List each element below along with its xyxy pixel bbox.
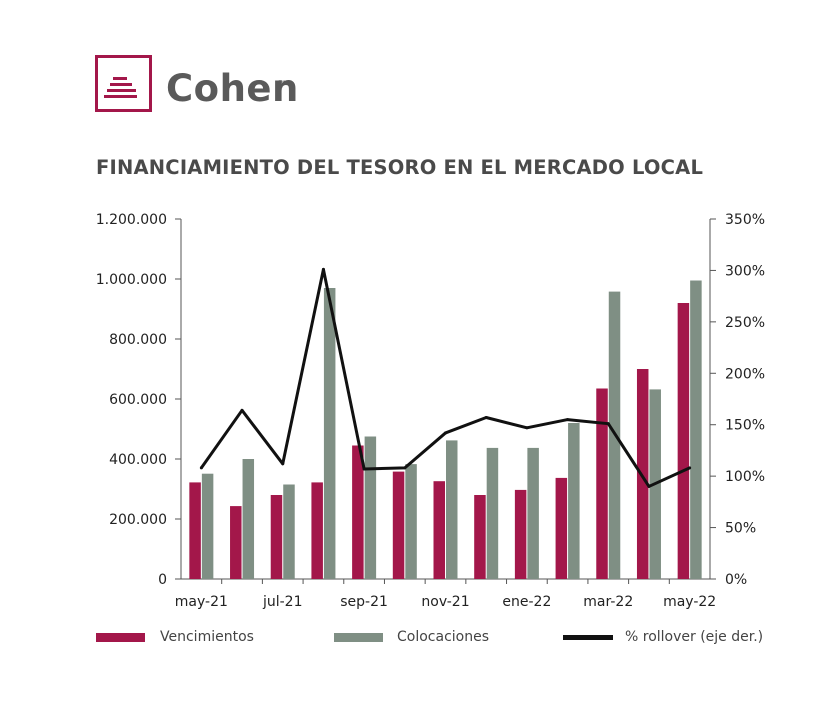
bar-colocaciones — [486, 447, 499, 579]
brand-trademark: ™ — [278, 80, 285, 87]
point-rollover — [444, 431, 447, 435]
bar-vencimientos — [596, 388, 608, 579]
bar-vencimientos — [392, 471, 405, 579]
point-rollover — [484, 416, 488, 420]
legend: Vencimientos Colocaciones % rollover (ej… — [0, 625, 840, 649]
y-right-tick-label: 200% — [725, 366, 765, 382]
y-left-tick-label: 1.200.000 — [96, 212, 167, 228]
bar-vencimientos — [230, 506, 242, 579]
y-left-tick-label: 0 — [158, 572, 167, 588]
y-right-tick-label: 300% — [725, 263, 765, 279]
brand-name: Cohen — [166, 67, 299, 110]
point-rollover — [281, 462, 285, 466]
point-rollover — [199, 466, 203, 470]
bar-vencimientos — [555, 477, 568, 579]
y-left-tick-label: 600.000 — [109, 392, 167, 408]
point-rollover — [403, 466, 407, 470]
y-right-tick-label: 0% — [725, 572, 747, 588]
y-right-tick-label: 350% — [725, 212, 765, 228]
chart-title: FINANCIAMIENTO DEL TESORO EN EL MERCADO … — [96, 156, 704, 179]
legend-label-colocaciones: Colocaciones — [397, 629, 490, 645]
bar-vencimientos — [433, 481, 445, 579]
y-right-tick-label: 50% — [725, 521, 756, 537]
point-rollover — [647, 484, 651, 488]
bar-vencimientos — [270, 495, 283, 579]
bar-vencimientos — [311, 482, 323, 579]
x-tick-label: mar-22 — [583, 594, 633, 610]
bar-colocaciones — [283, 484, 295, 579]
bar-colocaciones — [201, 473, 214, 579]
bar-colocaciones — [364, 436, 377, 579]
point-rollover — [566, 418, 570, 422]
cohen-logo-icon — [95, 55, 152, 117]
bar-vencimientos — [677, 303, 690, 579]
bar-vencimientos — [474, 495, 486, 579]
x-tick-label: may-21 — [175, 594, 228, 610]
legend-swatch-vencimientos — [96, 632, 145, 642]
chart: 0 200.000 400.000 600.000 800.000 1.000.000 1.… — [96, 212, 765, 610]
x-tick-label: sep-21 — [340, 594, 388, 610]
x-tick-label: jul-21 — [262, 594, 303, 610]
bar-colocaciones — [568, 423, 580, 579]
legend-swatch-colocaciones — [334, 632, 383, 642]
bar-colocaciones — [405, 464, 417, 579]
bar-vencimientos — [514, 489, 527, 579]
legend-item-colocaciones: Colocaciones — [334, 625, 489, 649]
x-tick-label: may-22 — [663, 594, 716, 610]
point-rollover — [362, 467, 366, 471]
y-right-tick-label: 100% — [725, 469, 765, 485]
bar-colocaciones — [446, 440, 458, 579]
bar-vencimientos — [189, 482, 201, 579]
bar-colocaciones — [323, 288, 336, 579]
bar-vencimientos — [636, 369, 649, 579]
y-left-tick-label: 1.000.000 — [96, 272, 167, 288]
y-left-tick-label: 800.000 — [109, 332, 167, 348]
bar-vencimientos — [352, 445, 364, 579]
y-right-tick-label: 250% — [725, 315, 765, 331]
point-rollover — [525, 426, 529, 430]
legend-label-vencimientos: Vencimientos — [160, 629, 254, 645]
point-rollover — [688, 466, 692, 470]
y-left-tick-label: 200.000 — [109, 512, 167, 528]
legend-item-vencimientos: Vencimientos — [96, 625, 254, 649]
y-right-tick-label: 150% — [725, 418, 765, 434]
point-rollover — [606, 422, 610, 426]
x-tick-label: nov-21 — [421, 594, 469, 610]
bar-colocaciones — [690, 280, 702, 579]
y-left-tick-label: 400.000 — [109, 452, 167, 468]
bar-colocaciones — [527, 447, 539, 579]
bar-colocaciones — [242, 459, 255, 579]
legend-swatch-rollover — [563, 634, 613, 640]
legend-item-rollover: % rollover (eje der.) — [563, 625, 763, 649]
x-tick-label: ene-22 — [502, 594, 551, 610]
point-rollover — [240, 408, 244, 412]
legend-label-rollover: % rollover (eje der.) — [625, 629, 764, 645]
point-rollover — [321, 267, 325, 271]
